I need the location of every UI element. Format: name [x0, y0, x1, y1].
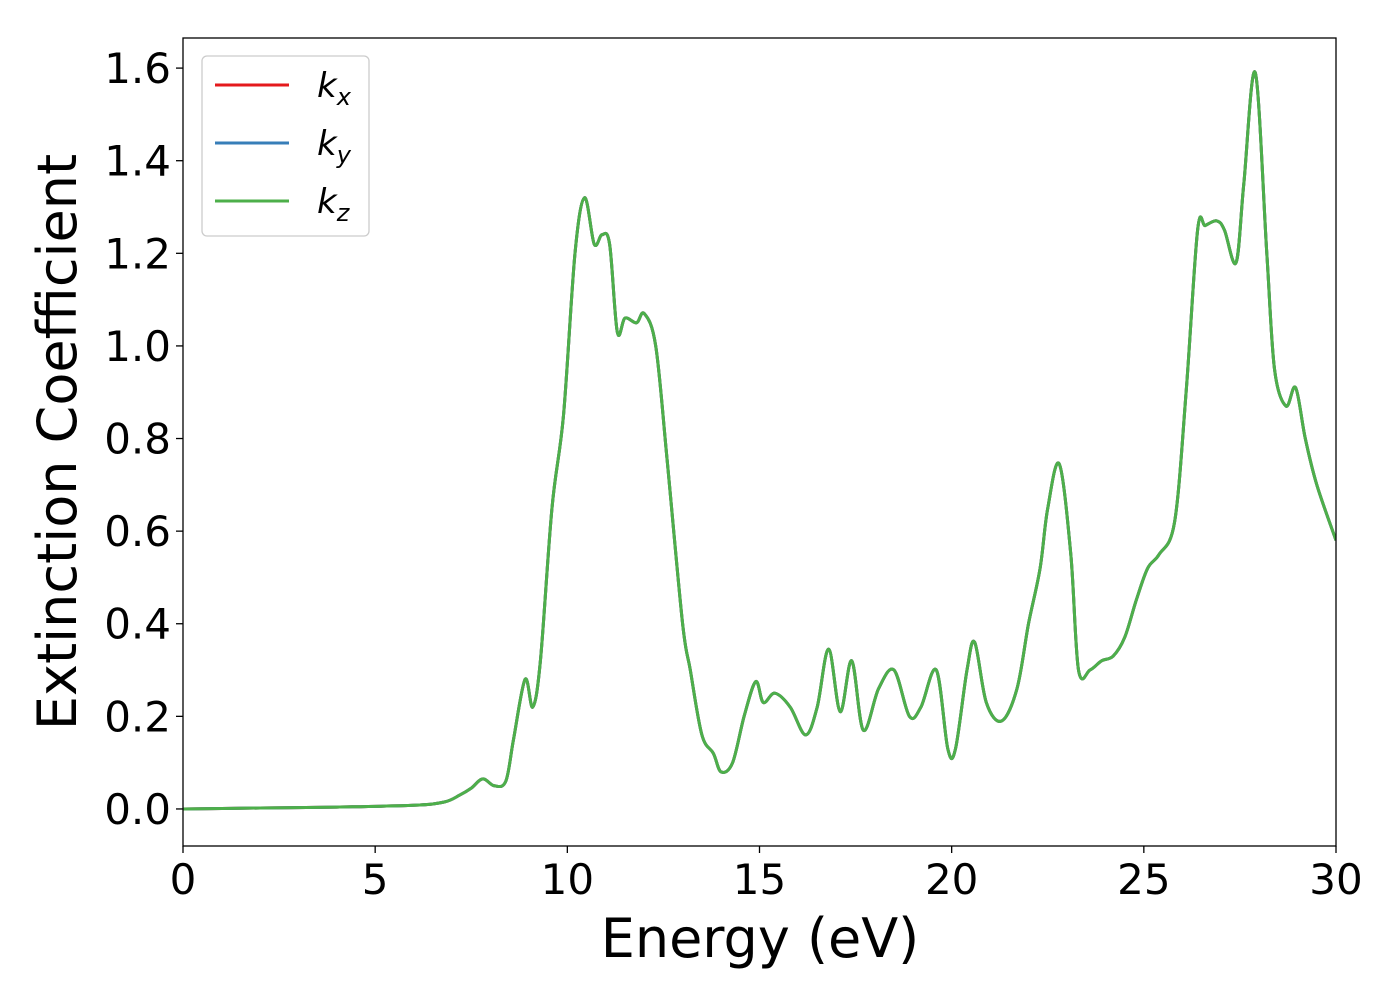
y-tick-label: 0.0	[104, 785, 171, 834]
legend-label-ky: ky	[317, 124, 352, 169]
plot-frame	[182, 37, 1337, 847]
y-axis-title: Extinction Coefficient	[26, 154, 89, 730]
ticks-layer: 0 5 10 15 20 25 30 0.0 0.2 0.4 0.6 0.8 1.0 1.2 1.4 1.6	[104, 44, 1363, 904]
y-tick-label: 0.2	[104, 692, 171, 741]
lines-layer	[183, 70, 1336, 811]
y-axis-title-group: Extinction Coefficient	[26, 154, 89, 730]
y-tick-label: 1.2	[104, 229, 171, 278]
x-tick-label: 30	[1309, 855, 1362, 904]
y-tick-label: 0.8	[104, 415, 171, 464]
x-axis-title: Energy (eV)	[601, 907, 920, 970]
x-tick-label: 20	[925, 855, 978, 904]
y-tick-label: 1.4	[104, 137, 171, 186]
x-tick-label: 10	[541, 855, 594, 904]
y-tick-label: 0.6	[104, 507, 171, 556]
y-tick-label: 1.6	[104, 44, 171, 93]
y-tick-label: 0.4	[104, 600, 171, 649]
x-tick-label: 15	[733, 855, 786, 904]
legend-box	[201, 55, 370, 237]
legend-label-kx: kx	[317, 66, 352, 111]
legend-label-kz: kz	[317, 182, 351, 227]
x-tick-label: 25	[1117, 855, 1170, 904]
x-tick-label: 5	[362, 855, 389, 904]
series-line-kz	[183, 70, 1336, 811]
x-tick-label: 0	[170, 855, 197, 904]
legend: kx ky kz	[201, 55, 370, 237]
y-tick-label: 1.0	[104, 322, 171, 371]
